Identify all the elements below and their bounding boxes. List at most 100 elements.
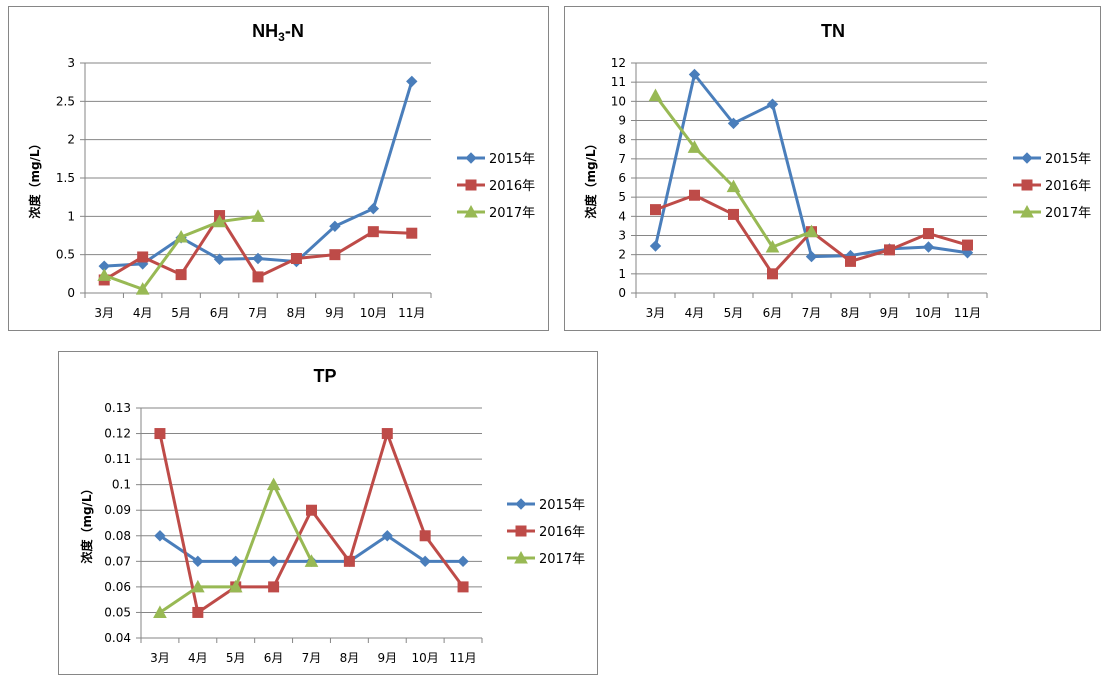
legend-item: 2015年 — [507, 498, 585, 513]
chart-tp-svg: TP 0.04 0.05 0.06 0.07 0.08 0.09 0.1 0.11 0.12 0.1… — [79, 366, 585, 665]
legend-marker — [515, 525, 527, 537]
y-axis-label: 浓度（mg/L） — [79, 482, 94, 563]
x-tick-label: 7月 — [248, 306, 268, 320]
data-point — [805, 250, 818, 263]
data-point — [688, 68, 701, 81]
y-tick-label: 3 — [67, 56, 75, 70]
data-point — [727, 117, 740, 130]
data-point — [406, 75, 418, 88]
x-tick-label: 6月 — [210, 306, 230, 320]
y-tick-label: 1.5 — [56, 171, 75, 185]
y-tick-label: 2.5 — [56, 94, 75, 108]
data-point — [304, 554, 319, 567]
legend-item: 2016年 — [457, 179, 535, 194]
legend-marker — [1020, 204, 1034, 218]
x-tick-label: 5月 — [226, 651, 246, 665]
y-tick-label: 0.1 — [112, 478, 131, 492]
y-tick-label: 0.06 — [104, 580, 131, 594]
y-tick-label: 11 — [611, 75, 626, 89]
data-point — [804, 224, 819, 238]
data-point — [845, 255, 856, 267]
y-tick-label: 0.12 — [104, 427, 131, 441]
x-tick-label: 9月 — [377, 651, 397, 665]
legend-marker — [465, 179, 477, 191]
chart-title: TN — [821, 21, 845, 41]
y-tick-label: 0.07 — [104, 554, 131, 568]
chart-panel-tn: TN 0 1 2 3 4 5 6 7 8 9 10 11 12 3月 4月 5月 6月 7月 8月 9月 10月 11月 浓度… — [564, 6, 1101, 331]
data-point — [97, 268, 112, 281]
x-tick-label: 3月 — [150, 651, 170, 665]
x-tick-label: 10月 — [360, 306, 387, 320]
data-point — [367, 202, 380, 215]
x-tick-label: 8月 — [340, 651, 360, 665]
series-line — [104, 80, 414, 268]
data-point — [251, 209, 265, 222]
x-tick-label: 9月 — [325, 306, 345, 320]
data-point — [884, 244, 895, 256]
data-point — [329, 220, 341, 233]
y-axis-label: 浓度（mg/L） — [27, 137, 42, 218]
y-tick-label: 5 — [618, 190, 626, 204]
legend-label: 2017年 — [539, 552, 585, 567]
y-tick-label: 8 — [618, 133, 626, 147]
data-point — [329, 249, 341, 261]
data-point — [922, 241, 935, 253]
legend-marker — [464, 204, 478, 218]
data-point — [767, 268, 778, 280]
x-tick-label: 4月 — [133, 306, 153, 320]
legend-label: 2016年 — [539, 525, 585, 540]
data-point — [153, 605, 167, 618]
y-tick-label: 1 — [618, 267, 626, 281]
legend-item: 2017年 — [507, 550, 585, 567]
series-line — [103, 214, 412, 282]
legend-label: 2017年 — [489, 206, 535, 221]
legend-item: 2016年 — [507, 525, 585, 540]
data-point — [266, 477, 281, 491]
data-point — [267, 555, 280, 568]
y-tick-label: 9 — [618, 114, 626, 128]
data-point — [419, 555, 431, 568]
data-point — [154, 530, 166, 542]
chart-panel-tp: TP 0.04 0.05 0.06 0.07 0.08 0.09 0.1 0.11 0.12 0.1… — [58, 351, 598, 675]
legend-label: 2015年 — [489, 152, 535, 167]
legend-label: 2016年 — [1045, 179, 1091, 194]
x-tick-label: 4月 — [685, 306, 705, 320]
x-tick-label: 3月 — [646, 306, 666, 320]
chart-nh3n-svg: NH3-N 0 0.5 1 1.5 2 2.5 3 3月 4月 5月 6月 7月 8月 9月 10月 11月 浓度… — [27, 21, 535, 320]
x-tick-label: 5月 — [724, 306, 744, 320]
x-tick-label: 4月 — [188, 651, 208, 665]
legend-label: 2017年 — [1045, 206, 1091, 221]
y-axis-label: 浓度（mg/L） — [583, 137, 598, 218]
legend-item: 2016年 — [1013, 179, 1091, 194]
chart-title: NH3-N — [252, 21, 304, 44]
legend-marker — [515, 498, 527, 510]
data-point — [650, 204, 661, 216]
data-point — [343, 555, 355, 567]
y-tick-label: 0 — [67, 286, 75, 300]
data-point — [174, 229, 188, 243]
legend-item: 2015年 — [1013, 152, 1091, 167]
y-tick-label: 4 — [618, 209, 626, 223]
x-tick-label: 8月 — [287, 306, 307, 320]
data-point — [213, 253, 226, 265]
y-tick-label: 0.09 — [104, 503, 131, 517]
data-point — [457, 555, 469, 568]
chart-title: TP — [313, 366, 336, 386]
legend-marker — [465, 152, 477, 164]
data-point — [192, 555, 204, 568]
y-tick-label: 0.05 — [104, 605, 131, 619]
x-tick-label: 11月 — [449, 651, 476, 665]
x-tick-label: 11月 — [954, 306, 981, 320]
data-point — [381, 530, 393, 542]
data-point — [765, 239, 780, 253]
data-point — [137, 251, 149, 263]
data-point — [406, 227, 418, 239]
data-point — [154, 428, 166, 440]
data-point — [252, 271, 264, 283]
y-tick-label: 0.08 — [104, 529, 131, 543]
legend-marker — [1021, 179, 1033, 191]
data-point — [457, 581, 469, 593]
legend-marker — [1021, 152, 1033, 164]
x-tick-label: 6月 — [763, 306, 783, 320]
data-point — [230, 555, 242, 568]
